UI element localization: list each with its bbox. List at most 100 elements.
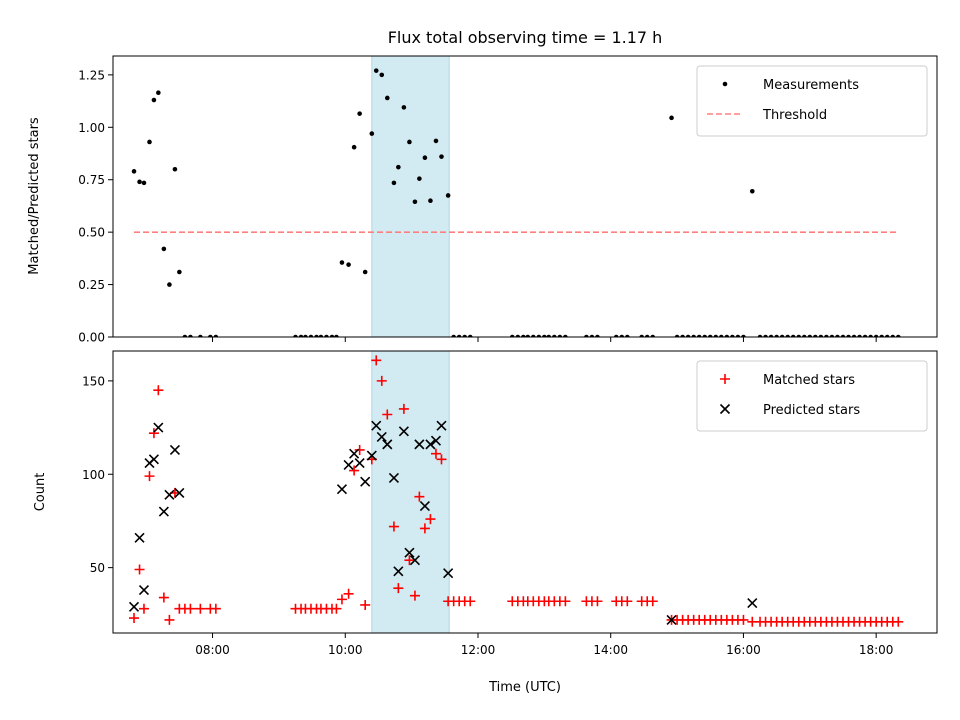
- measurements-point: [644, 334, 650, 337]
- x-tick-label: 18:00: [859, 643, 894, 657]
- measurements-point: [509, 334, 515, 337]
- matched-stars-point: [376, 375, 387, 386]
- measurements-point: [525, 334, 531, 337]
- chart-title: Flux total observing time = 1.17 h: [388, 28, 663, 47]
- predicted-stars-point: [393, 566, 404, 577]
- measurements-point: [749, 188, 755, 194]
- matched-stars-point: [647, 596, 658, 607]
- measurements-point: [357, 111, 362, 116]
- measurements-point: [451, 334, 456, 337]
- matched-stars-point: [336, 594, 347, 605]
- matched-stars-point: [371, 355, 382, 366]
- measurements-point: [407, 139, 412, 145]
- measurements-point: [362, 269, 368, 275]
- measurements-point: [141, 180, 147, 186]
- measurements-point: [156, 90, 161, 95]
- predicted-stars-point: [174, 487, 185, 498]
- measurements-point: [735, 334, 741, 337]
- measurements-point: [433, 138, 439, 144]
- measurements-point: [412, 199, 418, 205]
- predicted-stars-point: [666, 614, 677, 625]
- measurements-point: [318, 334, 324, 337]
- measurements-point: [530, 334, 536, 337]
- measurements-point: [840, 334, 846, 337]
- measurements-point: [131, 169, 137, 174]
- measurements-point: [379, 72, 385, 78]
- highlight-span-bottom: [371, 351, 450, 633]
- measurements-point: [346, 262, 351, 267]
- predicted-stars-point: [398, 426, 409, 437]
- measurements-point: [314, 334, 319, 337]
- matched-stars-point: [354, 444, 365, 455]
- measurements-point: [213, 334, 219, 337]
- measurements-point: [167, 282, 172, 287]
- predicted-stars-point: [158, 506, 169, 517]
- matched-stars-point: [210, 603, 221, 614]
- predicted-stars-point: [134, 532, 145, 543]
- highlight-span: [371, 351, 450, 633]
- y-tick-label: 1.25: [78, 68, 105, 82]
- measurements-point: [824, 334, 829, 337]
- matched-stars-point: [893, 616, 904, 627]
- measurements-point: [595, 334, 600, 337]
- predicted-stars-point: [747, 598, 758, 609]
- measurements-point: [639, 334, 644, 337]
- measurements-point: [813, 334, 818, 337]
- measurements-point: [351, 144, 357, 150]
- matched-stars-point: [560, 596, 571, 607]
- matched-stars-point: [148, 428, 159, 439]
- measurements-point: [298, 334, 304, 337]
- x-tick-label: 08:00: [195, 643, 230, 657]
- measurements-point: [680, 334, 685, 337]
- matched-stars-point: [622, 596, 633, 607]
- matched-stars-point: [360, 599, 371, 610]
- measurements-point: [862, 334, 868, 337]
- matched-stars-point: [393, 583, 404, 594]
- x-tick-label: 10:00: [328, 643, 363, 657]
- predicted-stars-point: [430, 435, 442, 446]
- measurements-point: [584, 334, 589, 337]
- measurements-point: [515, 334, 521, 337]
- predicted-stars-point: [354, 457, 365, 469]
- legend-label-predicted-stars: Predicted stars: [763, 403, 860, 418]
- y-tick-label: 0.75: [78, 173, 105, 187]
- predicted-stars-point: [169, 444, 181, 456]
- predicted-stars-point: [414, 439, 425, 450]
- y-tick-label: 0.25: [78, 278, 105, 292]
- measurements-point: [521, 334, 526, 337]
- legend-box: [696, 360, 928, 432]
- legend-box: [696, 65, 928, 137]
- measurements-point: [674, 334, 680, 337]
- matched-stars-point: [738, 614, 749, 625]
- matched-stars-point: [185, 603, 196, 614]
- predicted-stars-point: [366, 450, 377, 461]
- matched-stars-point: [409, 590, 420, 601]
- predicted-stars-point: [148, 454, 159, 465]
- measurements-point: [546, 334, 552, 337]
- matched-stars-point: [138, 603, 149, 614]
- matched-stars-point: [592, 596, 603, 607]
- measurements-point: [868, 334, 873, 337]
- legend-swatch-measurements: [722, 81, 728, 87]
- ratio-x-ticks: [212, 337, 877, 342]
- y-tick-label: 1.00: [78, 121, 105, 135]
- ratio-panel: 0.00 0.25 0.50 0.75 1.00 1.25 Matched/Predict…: [27, 55, 938, 345]
- measurements-point: [774, 334, 779, 337]
- measurements-point: [198, 334, 203, 337]
- measurements-point: [879, 334, 884, 337]
- measurements-point: [895, 334, 901, 337]
- measurements-point: [785, 334, 790, 337]
- matched-stars-point: [465, 596, 476, 607]
- matched-stars-point: [404, 555, 415, 566]
- measurements-point: [669, 115, 674, 121]
- matched-stars-point: [398, 403, 409, 414]
- legend-label-measurements: Measurements: [763, 78, 859, 93]
- measurements-point: [846, 334, 851, 337]
- measurements-point: [557, 334, 563, 337]
- measurements-point: [329, 334, 335, 337]
- measurements-point: [147, 139, 152, 145]
- ratio-y-axis-label: Matched/Predicted stars: [27, 117, 42, 275]
- matched-stars-point: [343, 588, 354, 599]
- measurements-point: [293, 334, 298, 337]
